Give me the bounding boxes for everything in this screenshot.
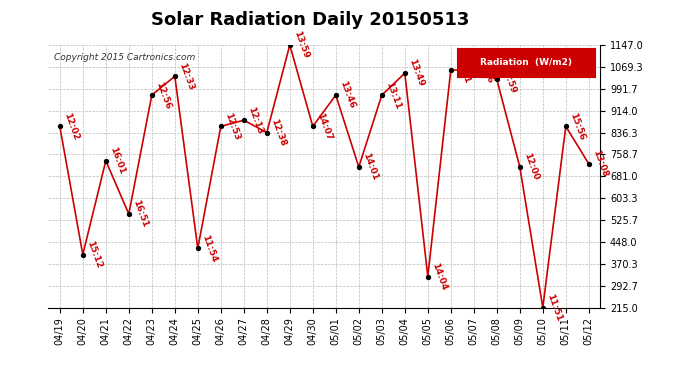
- Text: 12:56: 12:56: [154, 80, 172, 110]
- Point: [146, 92, 157, 98]
- Text: 12:53: 12:53: [223, 111, 241, 141]
- Text: 13:59: 13:59: [292, 30, 310, 60]
- Point: [124, 211, 135, 217]
- Point: [262, 130, 273, 136]
- Point: [538, 304, 549, 310]
- Text: 14:01: 14:01: [361, 152, 380, 182]
- Point: [583, 161, 594, 167]
- Text: 12:38: 12:38: [269, 118, 287, 148]
- Point: [353, 164, 364, 170]
- Text: Copyright 2015 Cartronics.com: Copyright 2015 Cartronics.com: [54, 53, 195, 62]
- Point: [422, 273, 433, 279]
- Text: 14:07: 14:07: [315, 111, 333, 141]
- Text: 12:02: 12:02: [62, 111, 80, 141]
- Text: Solar Radiation Daily 20150513: Solar Radiation Daily 20150513: [151, 11, 470, 29]
- Text: 16:51: 16:51: [131, 199, 149, 229]
- Text: 14:04: 14:04: [430, 261, 448, 292]
- Point: [284, 42, 295, 48]
- Point: [400, 70, 411, 76]
- Text: 13:49: 13:49: [407, 58, 426, 88]
- Point: [193, 245, 204, 251]
- Text: 11:51: 11:51: [545, 292, 563, 322]
- Point: [169, 73, 180, 79]
- Point: [469, 67, 480, 73]
- Point: [238, 117, 249, 123]
- Point: [100, 158, 111, 164]
- Text: 11:26: 11:26: [476, 55, 494, 85]
- Point: [331, 92, 342, 98]
- Point: [215, 123, 226, 129]
- Text: 12:33: 12:33: [177, 61, 195, 91]
- Point: [560, 123, 571, 129]
- Point: [376, 92, 387, 98]
- Text: 12:13: 12:13: [246, 105, 264, 135]
- Point: [307, 123, 318, 129]
- Text: 13:11: 13:11: [384, 80, 402, 110]
- Point: [491, 76, 502, 82]
- Text: 12:00: 12:00: [522, 152, 540, 182]
- Text: 13:08: 13:08: [591, 149, 609, 179]
- Text: 15:12: 15:12: [85, 240, 104, 270]
- Text: 11:11: 11:11: [453, 55, 471, 85]
- Text: 16:01: 16:01: [108, 146, 126, 176]
- Point: [55, 123, 66, 129]
- Point: [514, 164, 525, 170]
- Text: 13:46: 13:46: [338, 80, 357, 110]
- Point: [445, 67, 456, 73]
- Text: 11:59: 11:59: [499, 64, 518, 94]
- Text: 15:56: 15:56: [568, 111, 586, 141]
- Text: 11:54: 11:54: [200, 233, 219, 263]
- Point: [77, 252, 88, 258]
